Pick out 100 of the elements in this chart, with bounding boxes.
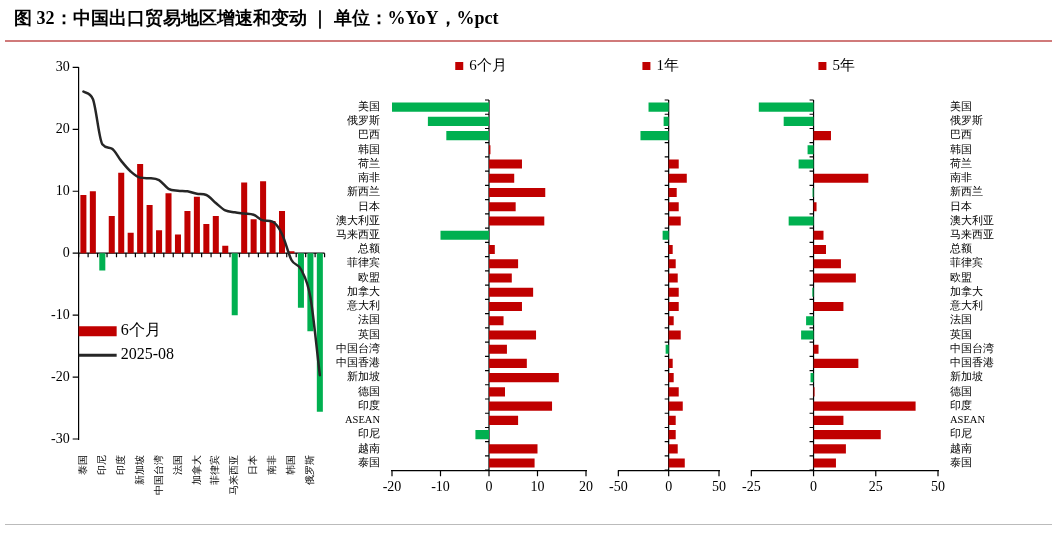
x-tick-label: 印度: [114, 455, 126, 475]
x-tick-label: 25: [868, 479, 883, 495]
bar: [668, 188, 677, 198]
bar: [813, 401, 916, 411]
bar: [758, 102, 814, 112]
x-tick-label: -50: [609, 479, 628, 495]
bar: [489, 188, 546, 198]
y-tick-label: 菲律宾: [950, 256, 983, 269]
bar: [668, 415, 676, 425]
y-tick-label: 韩国: [358, 142, 380, 155]
x-tick-label: 日本: [247, 455, 259, 475]
bar: [184, 211, 191, 254]
bar: [392, 102, 489, 112]
bar: [668, 358, 673, 368]
y-tick-label: 英国: [358, 327, 380, 340]
bar: [489, 330, 537, 340]
x-tick-label: 50: [712, 479, 726, 495]
x-tick-label: 50: [931, 479, 945, 495]
y-tick-label: 南非: [358, 171, 380, 184]
bar: [269, 221, 276, 254]
bar: [446, 131, 489, 141]
y-tick-label: 美国: [950, 99, 972, 112]
y-tick-label: 10: [55, 182, 70, 198]
bar: [489, 358, 527, 368]
y-tick-label: 德国: [950, 385, 972, 397]
x-tick-label: 0: [810, 479, 818, 495]
y-tick-label: 南非: [950, 171, 972, 184]
y-tick-label: 法国: [950, 313, 972, 326]
y-tick-label: 中国台湾: [336, 341, 380, 354]
bar: [668, 244, 673, 255]
bar: [99, 253, 106, 271]
y-tick-label: 印度: [358, 398, 380, 411]
bar: [489, 444, 538, 454]
bar: [668, 216, 681, 226]
bar: [489, 202, 516, 212]
y-tick-label: 总额: [949, 242, 972, 255]
y-tick-label: 中国香港: [950, 356, 994, 369]
legend-label: 5年: [832, 56, 855, 73]
bar: [668, 444, 678, 454]
bar: [489, 344, 507, 354]
bar: [807, 145, 814, 155]
bar: [813, 301, 844, 311]
bar: [316, 253, 323, 412]
y-tick-label: -20: [50, 368, 70, 384]
x-tick-label: -20: [382, 479, 402, 495]
bar: [146, 204, 153, 254]
y-tick-label: 30: [55, 59, 70, 75]
x-tick-label: 0: [665, 479, 673, 495]
bar: [489, 287, 534, 297]
bar: [810, 373, 814, 383]
bar: [127, 232, 134, 254]
line-series: [82, 90, 322, 377]
y-tick-label: 加拿大: [347, 284, 380, 297]
y-tick-label: 印尼: [950, 427, 972, 440]
legend-label: 6个月: [120, 321, 161, 339]
bar: [203, 224, 210, 254]
bar: [668, 430, 676, 440]
y-tick-label: 欧盟: [950, 271, 972, 283]
x-tick-label: 印尼: [95, 455, 107, 475]
y-tick-label: 中国香港: [336, 356, 380, 369]
y-tick-label: 新加坡: [950, 370, 983, 383]
y-tick-label: 越南: [950, 441, 972, 454]
y-tick-label: -10: [50, 306, 70, 322]
bar: [813, 415, 844, 425]
y-tick-label: 美国: [358, 99, 380, 112]
x-tick-label: -10: [431, 479, 450, 495]
y-tick-label: 新西兰: [950, 185, 983, 198]
bar: [668, 159, 679, 169]
bar: [806, 316, 814, 326]
y-tick-label: 0: [62, 244, 70, 260]
bar: [108, 216, 115, 254]
x-tick-label: 新加坡: [133, 455, 145, 485]
bar: [489, 273, 512, 283]
x-tick-label: 韩国: [285, 455, 297, 475]
x-tick-label: 菲律宾: [209, 455, 221, 485]
bar: [668, 202, 679, 212]
legend-label: 2025-08: [120, 345, 174, 363]
bar: [663, 116, 669, 126]
y-tick-label: ASEAN: [950, 414, 986, 426]
bar: [813, 358, 859, 368]
x-tick-label: 中国台湾: [152, 455, 164, 495]
bar: [668, 373, 674, 383]
bar: [231, 253, 238, 316]
bar: [665, 344, 669, 354]
y-tick-label: 韩国: [950, 142, 972, 155]
y-tick-label: 印度: [950, 398, 972, 411]
y-tick-label: 越南: [358, 441, 380, 454]
bar: [813, 202, 817, 212]
y-tick-label: 中国台湾: [950, 341, 994, 354]
x-tick-label: 泰国: [77, 455, 89, 475]
y-tick-label: 新西兰: [347, 185, 380, 198]
legend-label: 6个月: [469, 56, 507, 73]
bar: [489, 373, 559, 383]
bar: [783, 116, 814, 126]
bar: [813, 430, 881, 440]
bar: [668, 387, 679, 397]
bar: [668, 173, 687, 183]
bar: [489, 401, 553, 411]
bar: [241, 182, 248, 254]
bar: [156, 230, 163, 254]
